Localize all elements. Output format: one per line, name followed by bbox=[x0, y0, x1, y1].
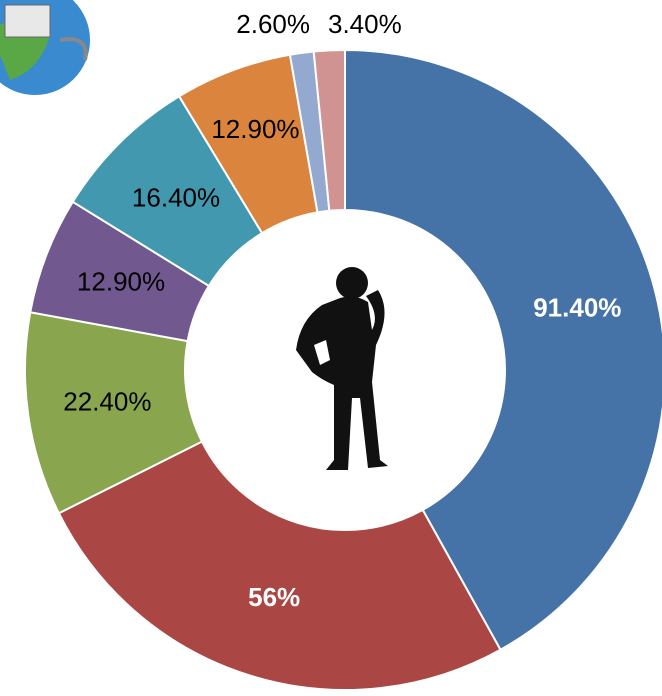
person-silhouette bbox=[296, 267, 388, 470]
data-label: 16.40% bbox=[132, 182, 220, 212]
globe-icon bbox=[0, 0, 90, 95]
data-label: 2.60% bbox=[236, 9, 310, 39]
data-label: 12.90% bbox=[77, 267, 165, 297]
data-label: 12.90% bbox=[211, 114, 299, 144]
data-label: 91.40% bbox=[533, 293, 621, 323]
data-label: 3.40% bbox=[328, 9, 402, 39]
chart: 91.40% 56% 22.40% 12.90% 16.40% 12.90% 2.60% 3.… bbox=[0, 0, 662, 696]
data-label: 56% bbox=[248, 582, 300, 612]
data-label: 22.40% bbox=[63, 387, 151, 417]
